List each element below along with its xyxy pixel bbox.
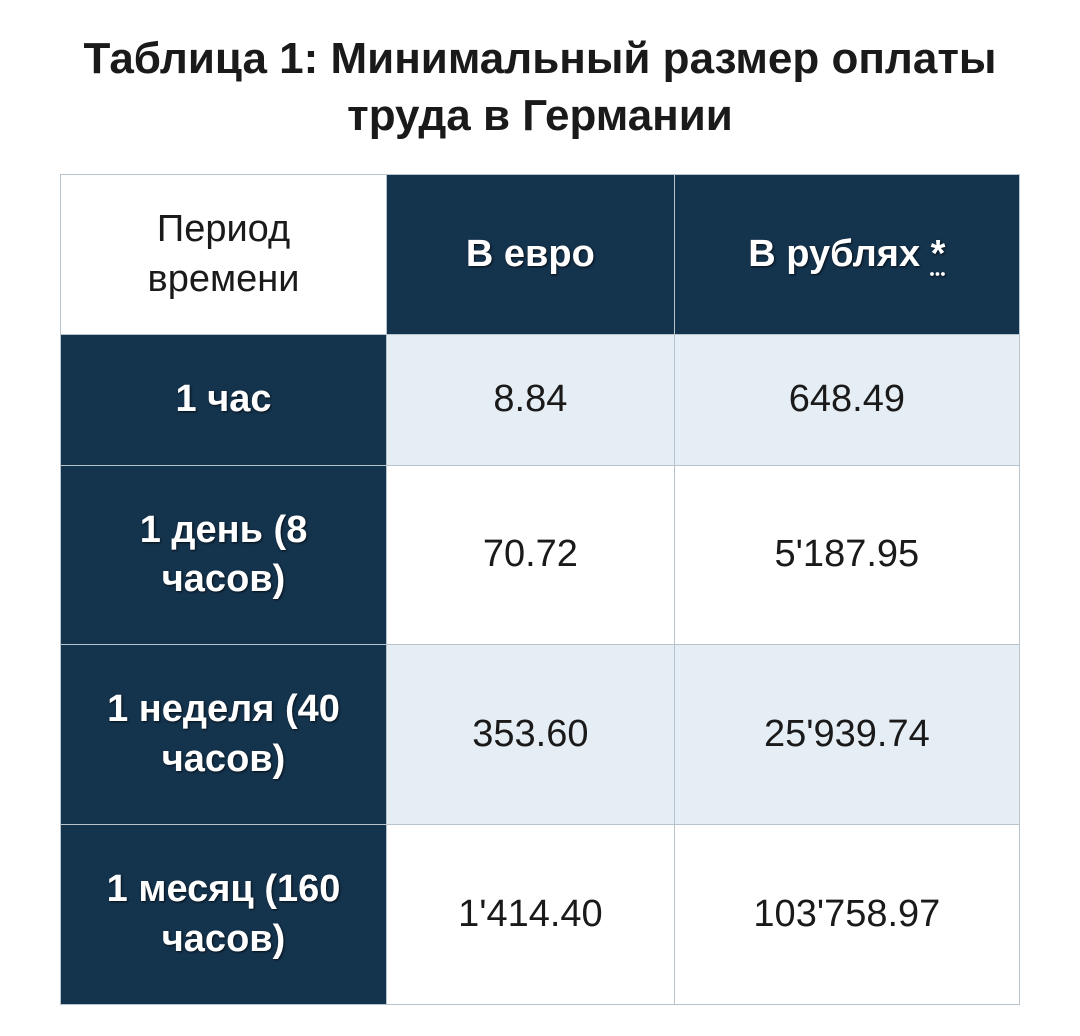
col-header-period: Период времени [61, 175, 387, 335]
table-title: Таблица 1: Минимальный размер оплаты тру… [60, 30, 1020, 144]
row-period-label: 1 день (8 часов) [61, 465, 387, 645]
row-rubles-value: 25'939.74 [674, 645, 1019, 825]
table-row: 1 неделя (40 часов) 353.60 25'939.74 [61, 645, 1020, 825]
table-row: 1 день (8 часов) 70.72 5'187.95 [61, 465, 1020, 645]
row-period-label: 1 час [61, 335, 387, 465]
row-euro-value: 70.72 [387, 465, 675, 645]
row-euro-value: 8.84 [387, 335, 675, 465]
col-header-rubles: В рублях * [674, 175, 1019, 335]
row-period-label: 1 неделя (40 часов) [61, 645, 387, 825]
table-header-row: Период времени В евро В рублях * [61, 175, 1020, 335]
col-header-rubles-text: В рублях [748, 233, 930, 275]
row-euro-value: 353.60 [387, 645, 675, 825]
footnote-marker: * [931, 233, 946, 275]
row-rubles-value: 5'187.95 [674, 465, 1019, 645]
row-rubles-value: 103'758.97 [674, 825, 1019, 1005]
wage-table: Период времени В евро В рублях * 1 час 8… [60, 174, 1020, 1005]
table-row: 1 месяц (160 часов) 1'414.40 103'758.97 [61, 825, 1020, 1005]
row-period-label: 1 месяц (160 часов) [61, 825, 387, 1005]
table-row: 1 час 8.84 648.49 [61, 335, 1020, 465]
row-rubles-value: 648.49 [674, 335, 1019, 465]
col-header-euro: В евро [387, 175, 675, 335]
row-euro-value: 1'414.40 [387, 825, 675, 1005]
